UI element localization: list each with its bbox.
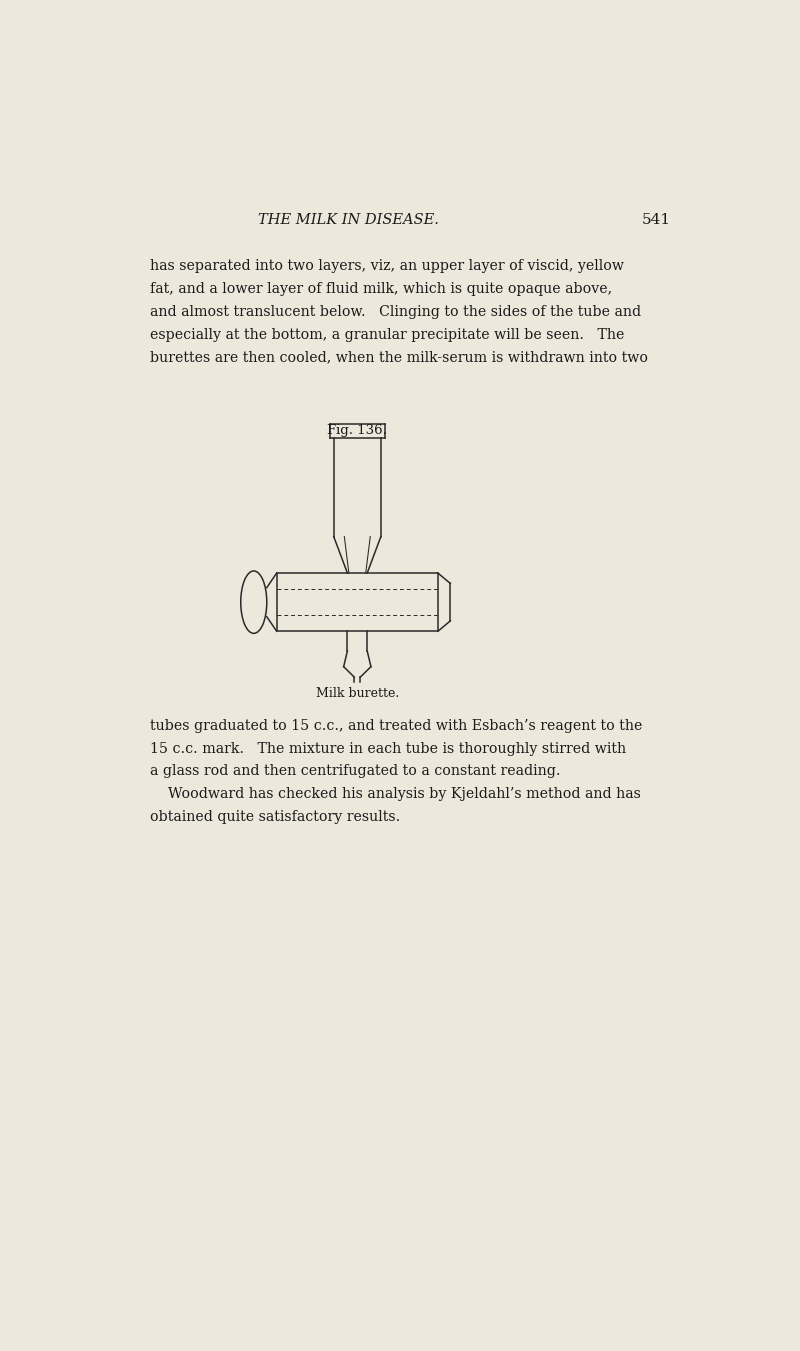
Text: THE MILK IN DISEASE.: THE MILK IN DISEASE. (258, 213, 438, 227)
Text: Woodward has checked his analysis by Kjeldahl’s method and has: Woodward has checked his analysis by Kje… (150, 788, 641, 801)
Text: and almost translucent below.   Clinging to the sides of the tube and: and almost translucent below. Clinging t… (150, 304, 641, 319)
Text: a glass rod and then centrifugated to a constant reading.: a glass rod and then centrifugated to a … (150, 765, 560, 778)
Text: tubes graduated to 15 c.c., and treated with Esbach’s reagent to the: tubes graduated to 15 c.c., and treated … (150, 719, 642, 732)
Text: has separated into two layers, viz, an upper layer of viscid, yellow: has separated into two layers, viz, an u… (150, 259, 624, 273)
Bar (277, 573, 438, 631)
Text: Fig. 136.: Fig. 136. (327, 424, 387, 438)
Text: 15 c.c. mark.   The mixture in each tube is thoroughly stirred with: 15 c.c. mark. The mixture in each tube i… (150, 742, 626, 755)
Text: especially at the bottom, a granular precipitate will be seen.   The: especially at the bottom, a granular pre… (150, 327, 624, 342)
Text: burettes are then cooled, when the milk-serum is withdrawn into two: burettes are then cooled, when the milk-… (150, 350, 648, 365)
Text: obtained quite satisfactory results.: obtained quite satisfactory results. (150, 811, 400, 824)
Text: 541: 541 (642, 213, 670, 227)
Text: fat, and a lower layer of fluid milk, which is quite opaque above,: fat, and a lower layer of fluid milk, wh… (150, 282, 612, 296)
Text: Milk burette.: Milk burette. (316, 688, 399, 700)
